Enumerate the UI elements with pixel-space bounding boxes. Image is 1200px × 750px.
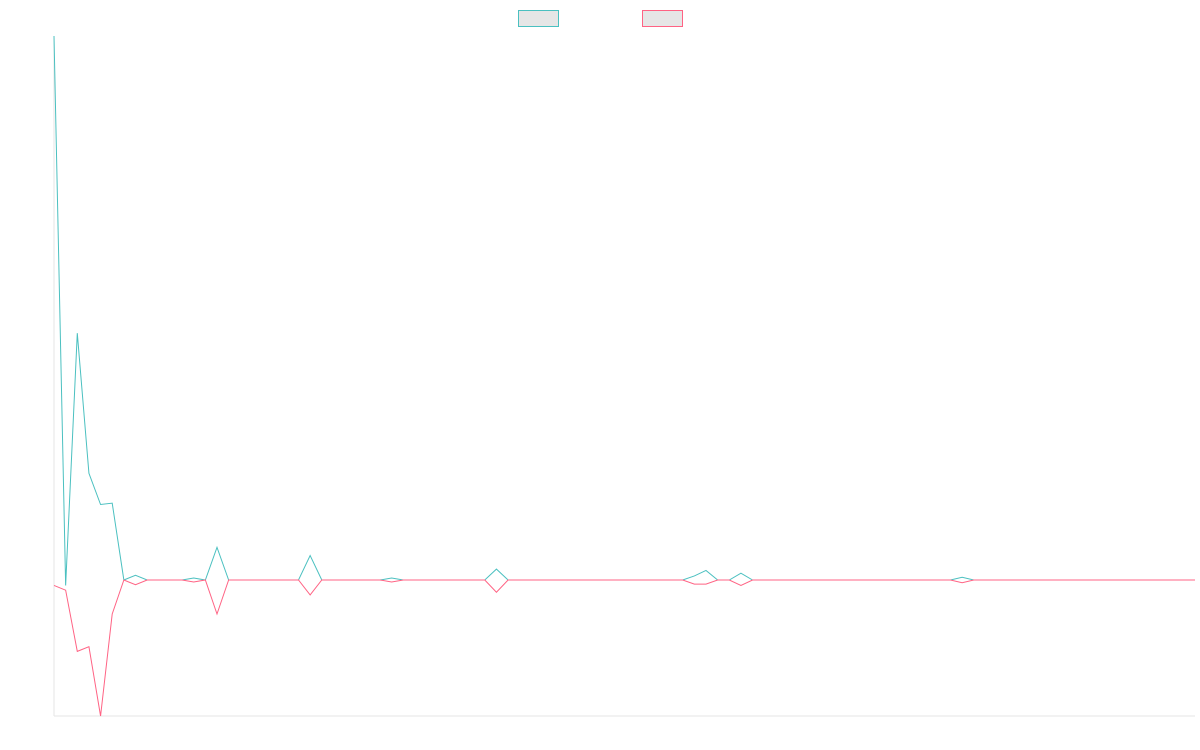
legend-swatch-2	[642, 10, 683, 27]
legend	[518, 10, 683, 27]
legend-item-1[interactable]	[518, 10, 559, 27]
legend-swatch-1	[518, 10, 559, 27]
series-line-1	[53, 35, 1195, 586]
series-line-2	[53, 579, 1195, 717]
series-layer	[53, 35, 1195, 717]
legend-item-2[interactable]	[642, 10, 683, 27]
axes	[53, 36, 1195, 717]
